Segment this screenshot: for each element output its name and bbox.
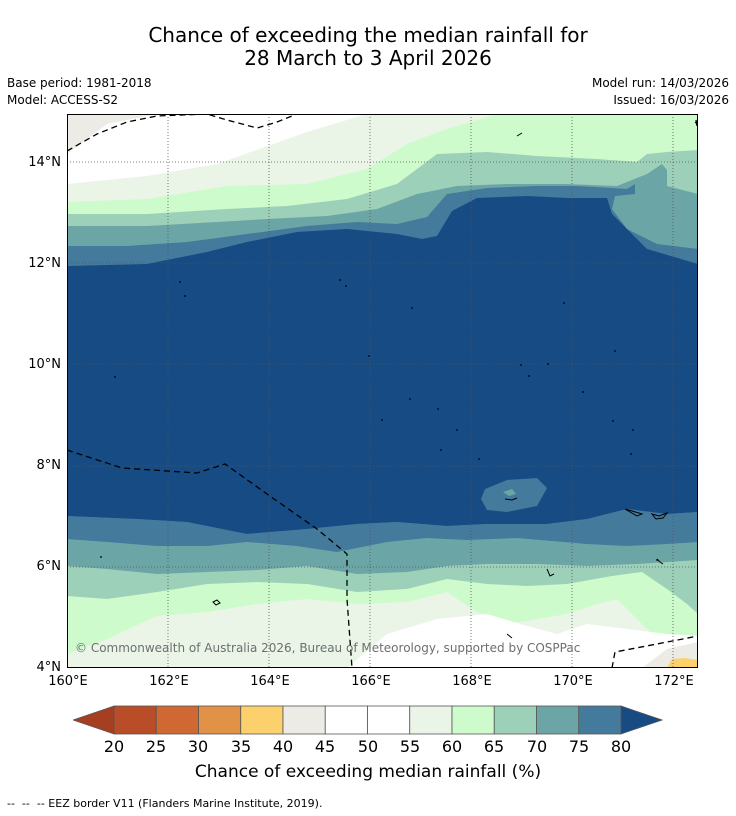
atoll-dot [411,307,413,309]
atoll-dot [630,453,632,455]
patch-75 [503,489,516,496]
colorbar-segment [198,705,242,735]
island-south-3 [506,633,513,639]
lat-label-14: 14°N [28,155,61,170]
issued-date: Issued: 16/03/2026 [613,93,729,107]
lon-label-168: 168°E [452,674,492,689]
colorbar-segment [324,705,368,735]
lat-label-12: 12°N [28,256,61,271]
atoll-dot [184,295,186,297]
lat-label-6: 6°N [36,559,62,574]
atoll-dot [368,355,370,357]
atoll-dot [612,420,614,422]
atoll-dot [478,458,480,460]
colorbar-tick-40: 40 [272,737,294,756]
colorbar [73,705,663,735]
map-copyright: © Commonwealth of Australia 2026, Bureau… [75,641,580,655]
colorbar-tick-25: 25 [145,737,167,756]
atoll-dot [437,408,439,410]
island-kosrae [212,599,221,606]
meta-left: Base period: 1981-2018 Model: ACCESS-S2 [7,75,152,109]
island-majuro [504,497,518,501]
colorbar-tick-65: 65 [483,737,505,756]
lon-label-164: 164°E [250,674,290,689]
atoll-dot [520,364,522,366]
colorbar-segment [409,705,453,735]
patch-80 [481,478,547,512]
atoll-dot [614,350,616,352]
lon-label-160: 160°E [48,674,88,689]
island-south-2 [656,558,664,565]
atoll-dot [656,559,658,561]
island-ne-edge [694,121,698,125]
atoll-dot [547,363,549,365]
atoll-dot [582,391,584,393]
meta-right: Model run: 14/03/2026 Issued: 16/03/2026 [592,75,729,109]
colorbar-segment [578,705,622,735]
atoll-dot [409,398,411,400]
colorbar-tick-50: 50 [357,737,379,756]
atoll-dot [563,302,565,304]
colorbar-arrow-high [620,705,663,735]
island-south-1 [546,568,555,577]
lon-label-172: 172°E [654,674,694,689]
islands [212,121,698,639]
colorbar-segment [493,705,537,735]
colorbar-tick-45: 45 [314,737,336,756]
colorbar-tick-35: 35 [230,737,252,756]
island-marshall-1 [624,508,644,517]
island-marshall-2 [650,511,669,520]
eez-border-north [67,114,298,152]
lat-label-10: 10°N [28,357,61,372]
colorbar-segment [536,705,580,735]
band-80plus [67,196,698,534]
model-name: Model: ACCESS-S2 [7,93,119,107]
colorbar-segment [240,705,284,735]
atoll-dot [114,376,116,378]
atoll-dot [339,279,341,281]
colorbar-segment [155,705,199,735]
colorbar-tick-55: 55 [399,737,421,756]
eez-border-middle [67,449,353,668]
atoll-dot [440,449,442,451]
atoll-dot [179,281,181,283]
map-frame [67,114,698,668]
patch-40 [667,658,698,668]
lon-label-162: 162°E [149,674,189,689]
colorbar-segment [113,705,157,735]
atoll-dot [100,556,102,558]
colorbar-tick-70: 70 [526,737,548,756]
chart-title-line1: Chance of exceeding the median rainfall … [148,23,588,47]
atoll-dot [345,285,347,287]
island-north-1 [516,132,523,137]
atoll-dot [632,429,634,431]
atoll-dots [100,279,658,561]
lat-label-4: 4°N [36,660,62,675]
atoll-dot [456,429,458,431]
lat-label-8: 8°N [36,458,62,473]
colorbar-label: Chance of exceeding median rainfall (%) [194,762,542,782]
colorbar-tick-20: 20 [103,737,125,756]
atoll-dot [528,375,530,377]
chart-title-line2: 28 March to 3 April 2026 [244,46,492,70]
colorbar-tick-80: 80 [610,737,632,756]
colorbar-segment [451,705,495,735]
rainfall-map: © Commonwealth of Australia 2026, Bureau… [67,114,698,668]
base-period: Base period: 1981-2018 [7,76,152,90]
lon-label-166: 166°E [351,674,391,689]
colorbar-segment [367,705,411,735]
colorbar-tick-30: 30 [187,737,209,756]
eez-footnote: -- -- -- EEZ border V11 (Flanders Marine… [7,797,323,810]
lon-label-170: 170°E [553,674,593,689]
atoll-dot [381,419,383,421]
model-run: Model run: 14/03/2026 [591,76,729,90]
colorbar-arrow-low [73,705,115,735]
colorbar-segments [113,705,622,735]
colorbar-segment [282,705,326,735]
colorbar-tick-75: 75 [568,737,590,756]
grid-lines [67,114,698,668]
colorbar-tick-60: 60 [441,737,463,756]
band-below-55 [347,614,698,668]
